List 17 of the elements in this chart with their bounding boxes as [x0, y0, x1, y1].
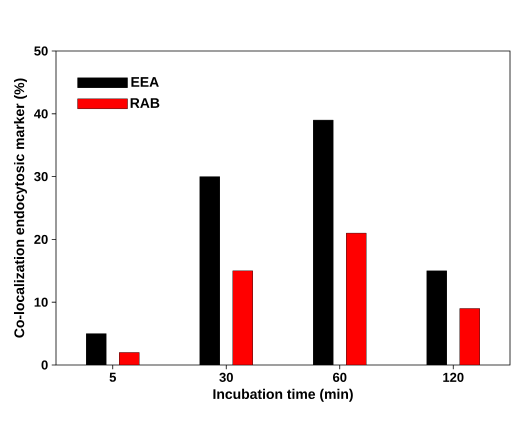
- bar: [346, 232, 366, 365]
- bar: [460, 308, 480, 365]
- legend-label: RAB: [130, 98, 160, 108]
- y-tick-label: 20: [34, 234, 48, 244]
- x-tick-label: 120: [443, 372, 464, 382]
- legend-label: EEA: [131, 77, 159, 87]
- y-tick-label: 0: [42, 360, 48, 370]
- y-tick-label: 50: [34, 46, 48, 56]
- y-tick-label: 30: [34, 172, 48, 182]
- x-tick-label: 5: [110, 372, 116, 382]
- x-tick-label: 60: [333, 372, 346, 382]
- y-tick-label: 40: [34, 109, 48, 118]
- bar: [232, 270, 253, 365]
- x-axis-title: Incubation time (min): [213, 388, 353, 402]
- y-axis-title: Co-localization endocytosic marker (%): [14, 78, 27, 338]
- y-tick-label: 10: [34, 298, 48, 307]
- x-tick-label: 30: [219, 372, 233, 382]
